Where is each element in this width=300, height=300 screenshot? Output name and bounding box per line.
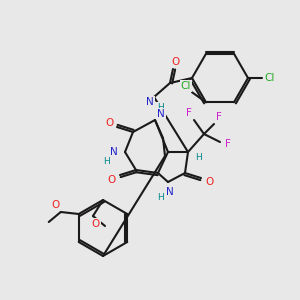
Text: H: H: [157, 194, 164, 202]
Text: O: O: [105, 118, 113, 128]
Text: F: F: [216, 112, 222, 122]
Text: N: N: [157, 109, 165, 119]
Text: O: O: [108, 175, 116, 185]
Text: N: N: [166, 187, 174, 197]
Text: Cl: Cl: [265, 73, 275, 83]
Text: O: O: [92, 219, 100, 229]
Text: O: O: [52, 200, 60, 210]
Text: O: O: [205, 177, 213, 187]
Text: N: N: [146, 97, 154, 107]
Text: H: H: [195, 152, 201, 161]
Text: H: H: [157, 103, 164, 112]
Text: F: F: [186, 108, 192, 118]
Text: F: F: [225, 139, 231, 149]
Text: Cl: Cl: [181, 81, 191, 91]
Text: H: H: [103, 157, 110, 166]
Text: N: N: [110, 147, 118, 157]
Text: O: O: [171, 57, 179, 67]
